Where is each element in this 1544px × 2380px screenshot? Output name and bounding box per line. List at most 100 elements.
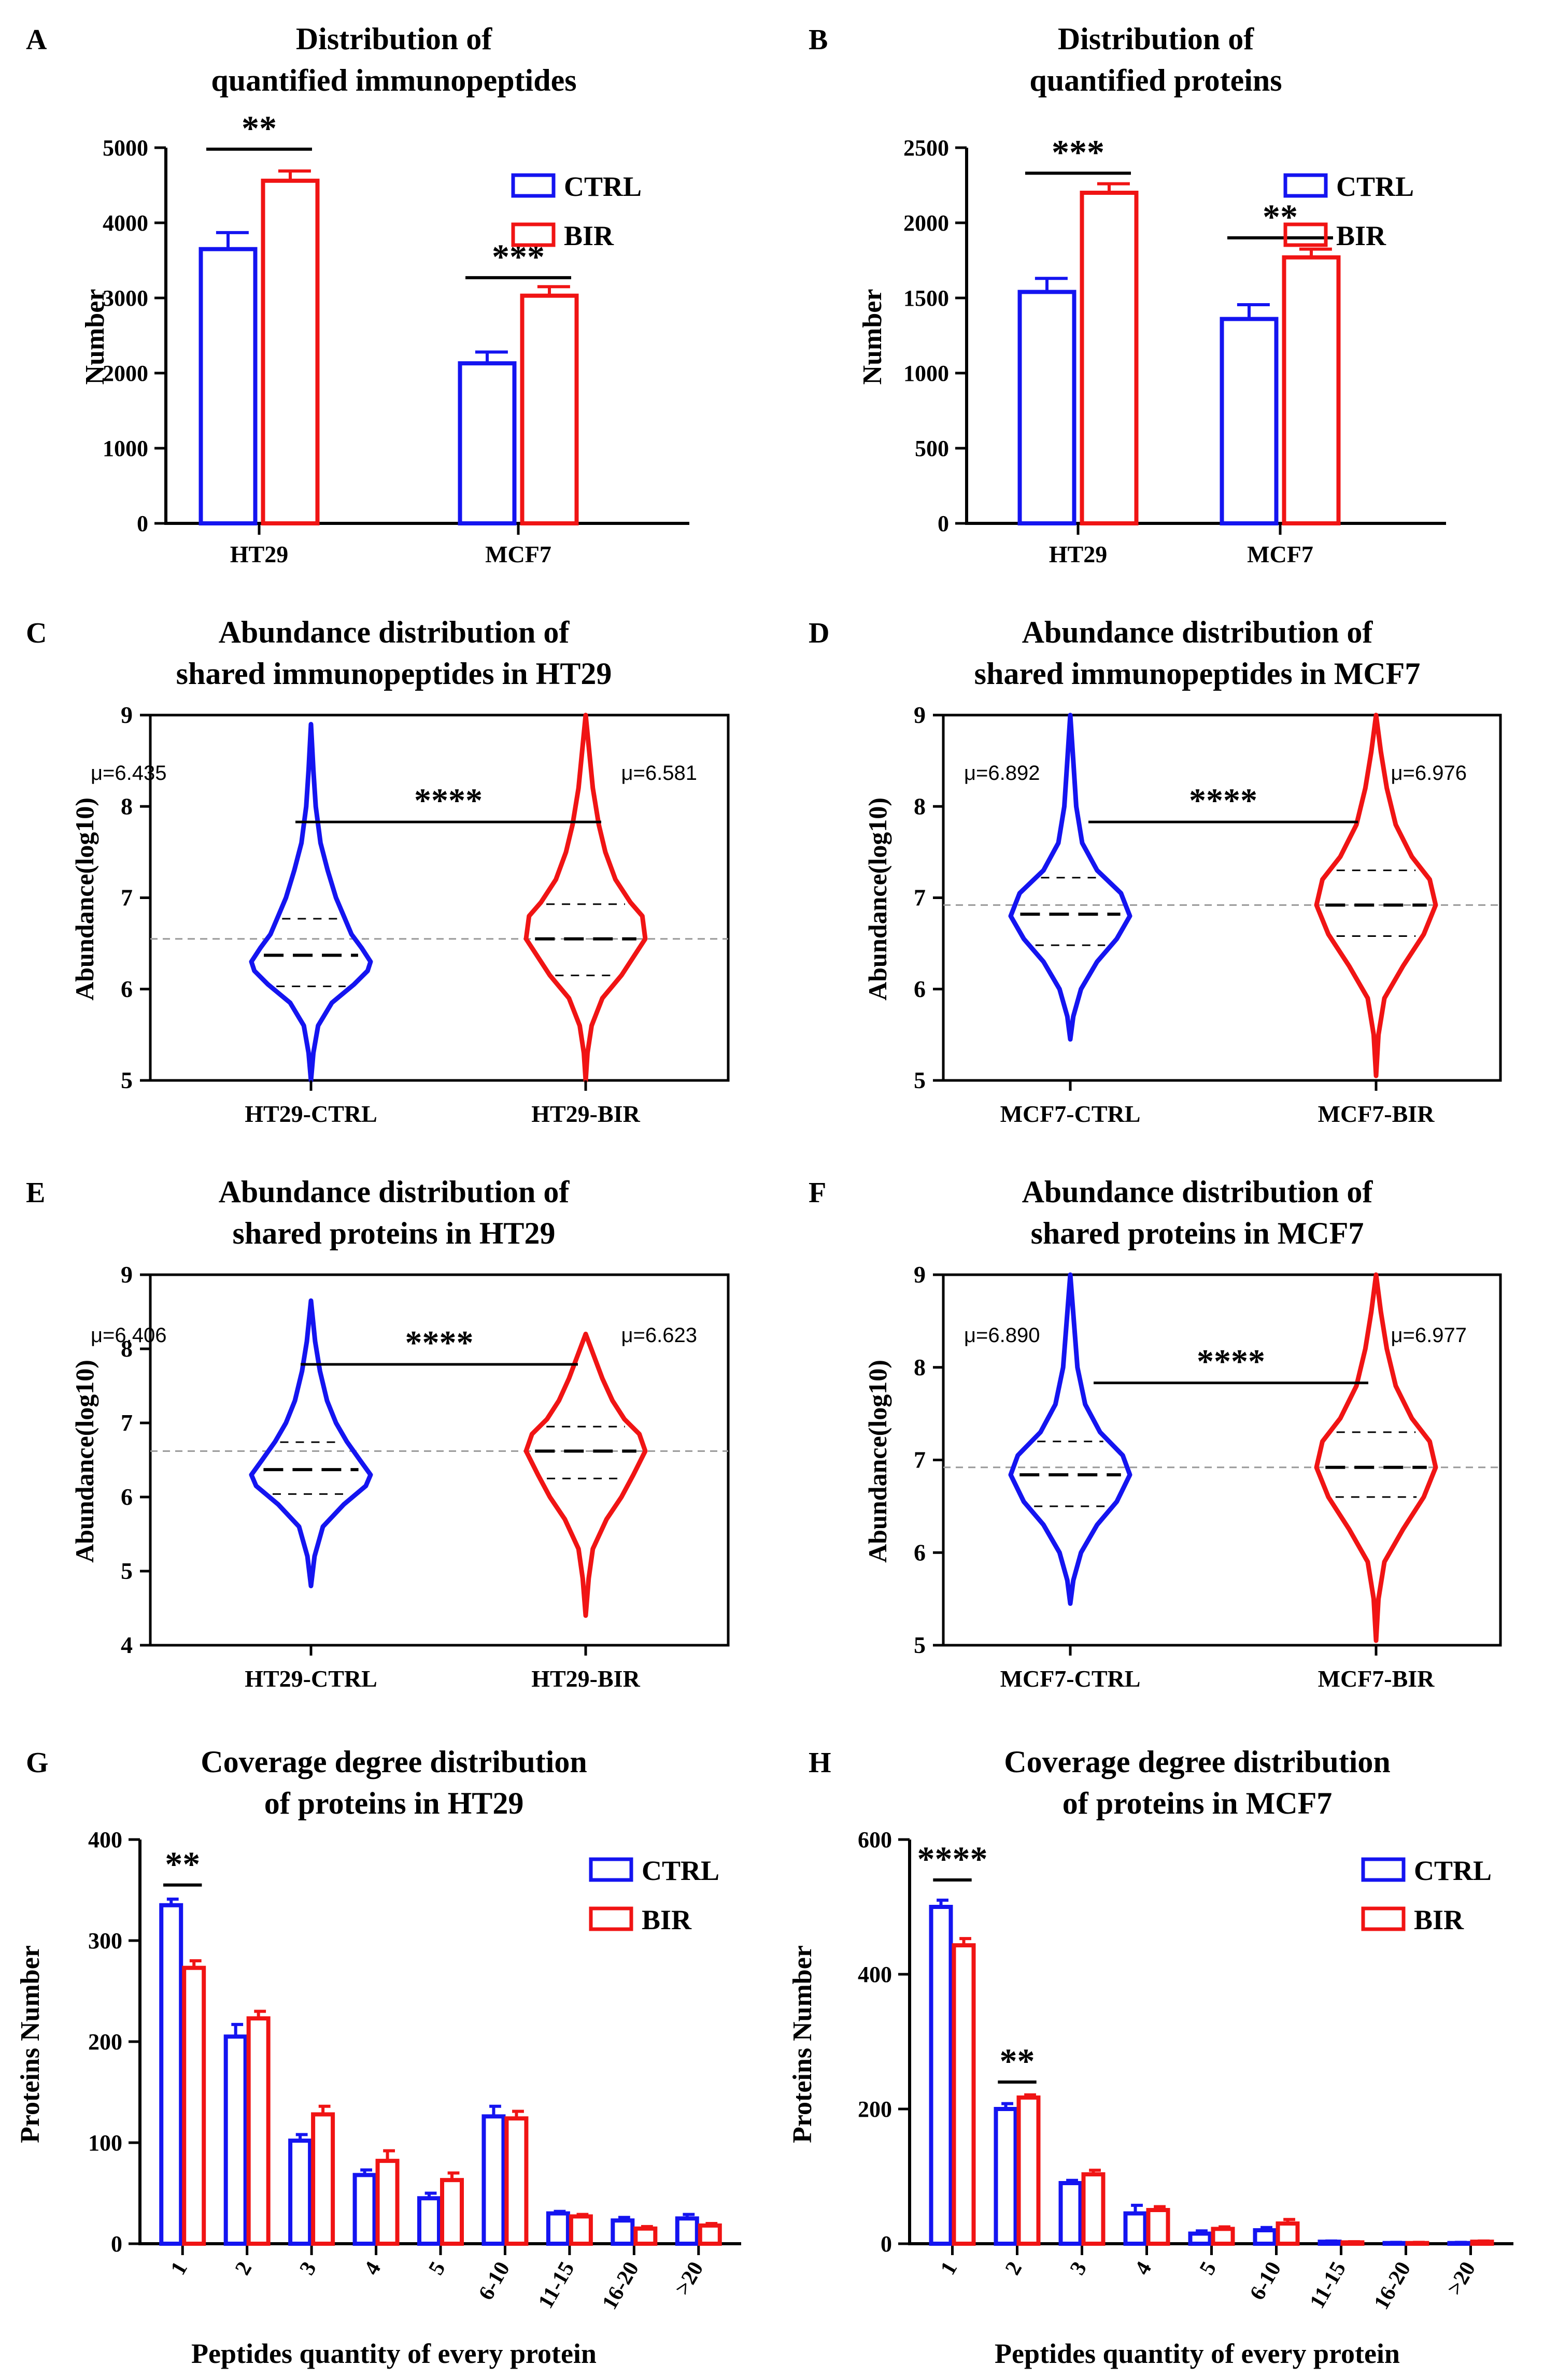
chart-title-line: Coverage degree distribution <box>1004 1745 1390 1779</box>
y-tick-label: 7 <box>914 1447 926 1473</box>
y-tick-label: 200 <box>858 2097 892 2122</box>
significance-label: *** <box>492 237 545 276</box>
chart-title-line: Abundance distribution of <box>219 1175 570 1209</box>
y-tick-label: 5 <box>121 1558 133 1584</box>
legend-label: CTRL <box>1414 1855 1492 1886</box>
bar-bir <box>1080 191 1139 525</box>
chart-title-line: of proteins in MCF7 <box>1063 1786 1333 1820</box>
x-tick-label: 5 <box>1195 2258 1221 2279</box>
bar-bir <box>1016 2095 1041 2246</box>
panel-a: A Distribution of quantified immunopeptide… <box>26 22 689 567</box>
y-tick-label: 8 <box>121 793 133 819</box>
chart-title-line: Abundance distribution of <box>219 615 570 649</box>
bar-bir <box>1282 255 1341 525</box>
y-tick-label: 7 <box>121 1409 133 1436</box>
bar-bir <box>1146 2208 1170 2246</box>
significance-label: **** <box>405 1324 474 1362</box>
violin-ht29-ctrl <box>249 1298 373 1589</box>
panel-label: F <box>809 1177 826 1209</box>
x-tick-label: >20 <box>1442 2258 1480 2299</box>
chart-title-line: quantified proteins <box>1029 63 1282 97</box>
y-tick-label: 6 <box>914 976 926 1002</box>
bar-bir <box>569 2214 593 2246</box>
x-tick-label: >20 <box>671 2258 709 2299</box>
y-tick-label: 1500 <box>903 286 949 311</box>
bar-ctrl <box>929 1905 953 2246</box>
chart-title-line: shared immunopeptides in HT29 <box>176 657 612 691</box>
legend-swatch-bir <box>589 1906 633 1931</box>
legend-swatch-bir <box>1361 1906 1406 1931</box>
legend-swatch-bir <box>511 222 556 247</box>
y-axis-label: Abundance(log10) <box>863 1360 892 1563</box>
panel-label: G <box>26 1747 49 1779</box>
violin-ht29-ctrl <box>249 722 373 1083</box>
legend-label: BIR <box>1414 1904 1464 1935</box>
bar-bir <box>440 2178 464 2246</box>
x-tick-label: 16-20 <box>1369 2258 1415 2314</box>
significance-label: ** <box>1000 2041 1035 2080</box>
panel-label: C <box>26 617 47 649</box>
y-tick-label: 8 <box>121 1335 133 1362</box>
bar-ctrl <box>611 2218 635 2246</box>
x-tick-label: 2 <box>231 2258 257 2279</box>
y-tick-label: 3000 <box>103 286 148 311</box>
mean-label: μ=6.892 <box>964 762 1040 785</box>
y-tick-label: 9 <box>121 1261 133 1288</box>
panel-label: B <box>809 24 828 56</box>
y-tick-label: 7 <box>121 885 133 911</box>
bar-ctrl <box>199 247 258 525</box>
y-tick-label: 0 <box>111 2231 122 2257</box>
y-tick-label: 4000 <box>103 210 148 236</box>
x-tick-label: 11-15 <box>534 2258 579 2313</box>
x-tick-label: HT29 <box>1049 541 1107 567</box>
panel-label: H <box>809 1747 831 1779</box>
y-tick-label: 0 <box>938 511 949 536</box>
x-axis-label: Peptides quantity of every protein <box>191 2338 597 2369</box>
y-tick-label: 5000 <box>103 135 148 161</box>
x-tick-label: HT29-CTRL <box>245 1665 377 1692</box>
bar-ctrl <box>458 361 517 526</box>
x-tick-label: 4 <box>360 2258 386 2279</box>
significance-label: ** <box>165 1844 200 1884</box>
panel-f: F Abundance distribution of shared protein… <box>809 1175 1502 1692</box>
x-tick-label: MCF7 <box>1247 541 1313 567</box>
chart-title-line: Distribution of <box>1058 22 1254 56</box>
bar-bir <box>261 178 320 525</box>
significance-label: **** <box>917 1839 988 1878</box>
y-tick-label: 600 <box>858 1827 892 1852</box>
panel-label: D <box>809 617 829 649</box>
chart-title-line: Abundance distribution of <box>1022 615 1373 649</box>
chart-title-line: Abundance distribution of <box>1022 1175 1373 1209</box>
chart-title-line: quantified immunopeptides <box>211 63 576 97</box>
legend-label: CTRL <box>1336 171 1414 202</box>
plot-frame <box>149 1273 730 1647</box>
chart-title-line: shared immunopeptides in MCF7 <box>974 657 1421 691</box>
x-tick-label: 5 <box>424 2258 450 2279</box>
bar-ctrl <box>352 2173 377 2246</box>
bar-bir <box>311 2112 335 2246</box>
significance-label: **** <box>414 781 483 819</box>
bar-ctrl <box>223 2034 248 2246</box>
x-tick-label: MCF7-BIR <box>1318 1101 1435 1127</box>
y-tick-label: 7 <box>914 885 926 911</box>
chart-title-line: of proteins in HT29 <box>264 1786 524 1820</box>
bar-bir <box>1276 2221 1300 2246</box>
significance-label: **** <box>1189 781 1257 819</box>
legend-label: CTRL <box>642 1855 719 1886</box>
bar-ctrl <box>675 2216 699 2246</box>
y-tick-label: 9 <box>914 1261 926 1288</box>
x-tick-label: HT29-BIR <box>531 1101 640 1127</box>
bar-bir <box>246 2016 271 2246</box>
significance-label: ** <box>242 108 277 148</box>
bar-ctrl <box>1220 317 1279 525</box>
x-tick-label: MCF7-CTRL <box>1000 1101 1141 1127</box>
panel-d: D Abundance distribution of shared immunop… <box>809 615 1502 1127</box>
panel-b: B Distribution of quantified proteins 0 500 1… <box>809 22 1446 567</box>
x-tick-label: HT29 <box>230 541 288 567</box>
mean-label: μ=6.406 <box>91 1324 167 1347</box>
mean-label: μ=6.581 <box>621 762 697 785</box>
x-axis-label: Peptides quantity of every protein <box>995 2338 1400 2369</box>
bar-ctrl <box>288 2139 313 2246</box>
x-tick-label: HT29-BIR <box>531 1665 640 1692</box>
violin-ht29-bir <box>523 712 648 1083</box>
